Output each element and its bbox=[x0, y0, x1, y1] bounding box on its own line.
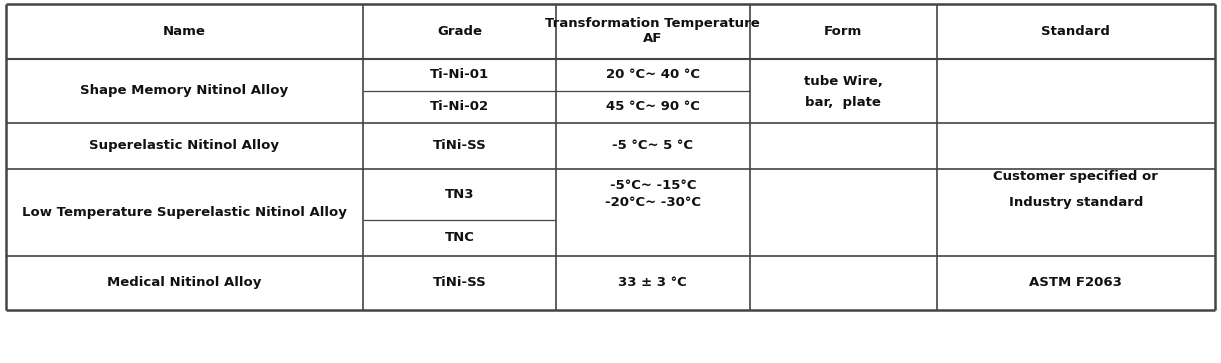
Text: Customer specified or: Customer specified or bbox=[994, 170, 1159, 183]
Text: 20 °C~ 40 °C: 20 °C~ 40 °C bbox=[606, 68, 700, 81]
Text: Shape Memory Nitinol Alloy: Shape Memory Nitinol Alloy bbox=[81, 84, 288, 97]
Text: Standard: Standard bbox=[1042, 25, 1110, 38]
Text: Superelastic Nitinol Alloy: Superelastic Nitinol Alloy bbox=[89, 139, 280, 152]
Text: TN3: TN3 bbox=[444, 188, 474, 201]
Text: Low Temperature Superelastic Nitinol Alloy: Low Temperature Superelastic Nitinol All… bbox=[22, 206, 347, 219]
Text: Medical Nitinol Alloy: Medical Nitinol Alloy bbox=[107, 276, 261, 289]
Text: Form: Form bbox=[824, 25, 862, 38]
Text: Ti-Ni-01: Ti-Ni-01 bbox=[430, 68, 488, 81]
Text: 45 °C~ 90 °C: 45 °C~ 90 °C bbox=[606, 100, 700, 113]
Text: TiNi-SS: TiNi-SS bbox=[432, 276, 486, 289]
Text: Industry standard: Industry standard bbox=[1009, 196, 1143, 209]
Text: -5 °C~ 5 °C: -5 °C~ 5 °C bbox=[612, 139, 694, 152]
Text: tube Wire,: tube Wire, bbox=[803, 74, 883, 87]
Text: TiNi-SS: TiNi-SS bbox=[432, 139, 486, 152]
Text: TNC: TNC bbox=[444, 231, 474, 244]
Text: ASTM F2063: ASTM F2063 bbox=[1029, 276, 1122, 289]
Text: Name: Name bbox=[162, 25, 206, 38]
Text: 33 ± 3 °C: 33 ± 3 °C bbox=[618, 276, 687, 289]
Text: Transformation Temperature
AF: Transformation Temperature AF bbox=[546, 17, 761, 45]
Text: -20°C~ -30°C: -20°C~ -30°C bbox=[604, 196, 701, 209]
Text: Grade: Grade bbox=[437, 25, 482, 38]
Text: Ti-Ni-02: Ti-Ni-02 bbox=[430, 100, 488, 113]
Text: -5°C~ -15°C: -5°C~ -15°C bbox=[609, 179, 696, 192]
Text: bar,  plate: bar, plate bbox=[806, 96, 882, 109]
